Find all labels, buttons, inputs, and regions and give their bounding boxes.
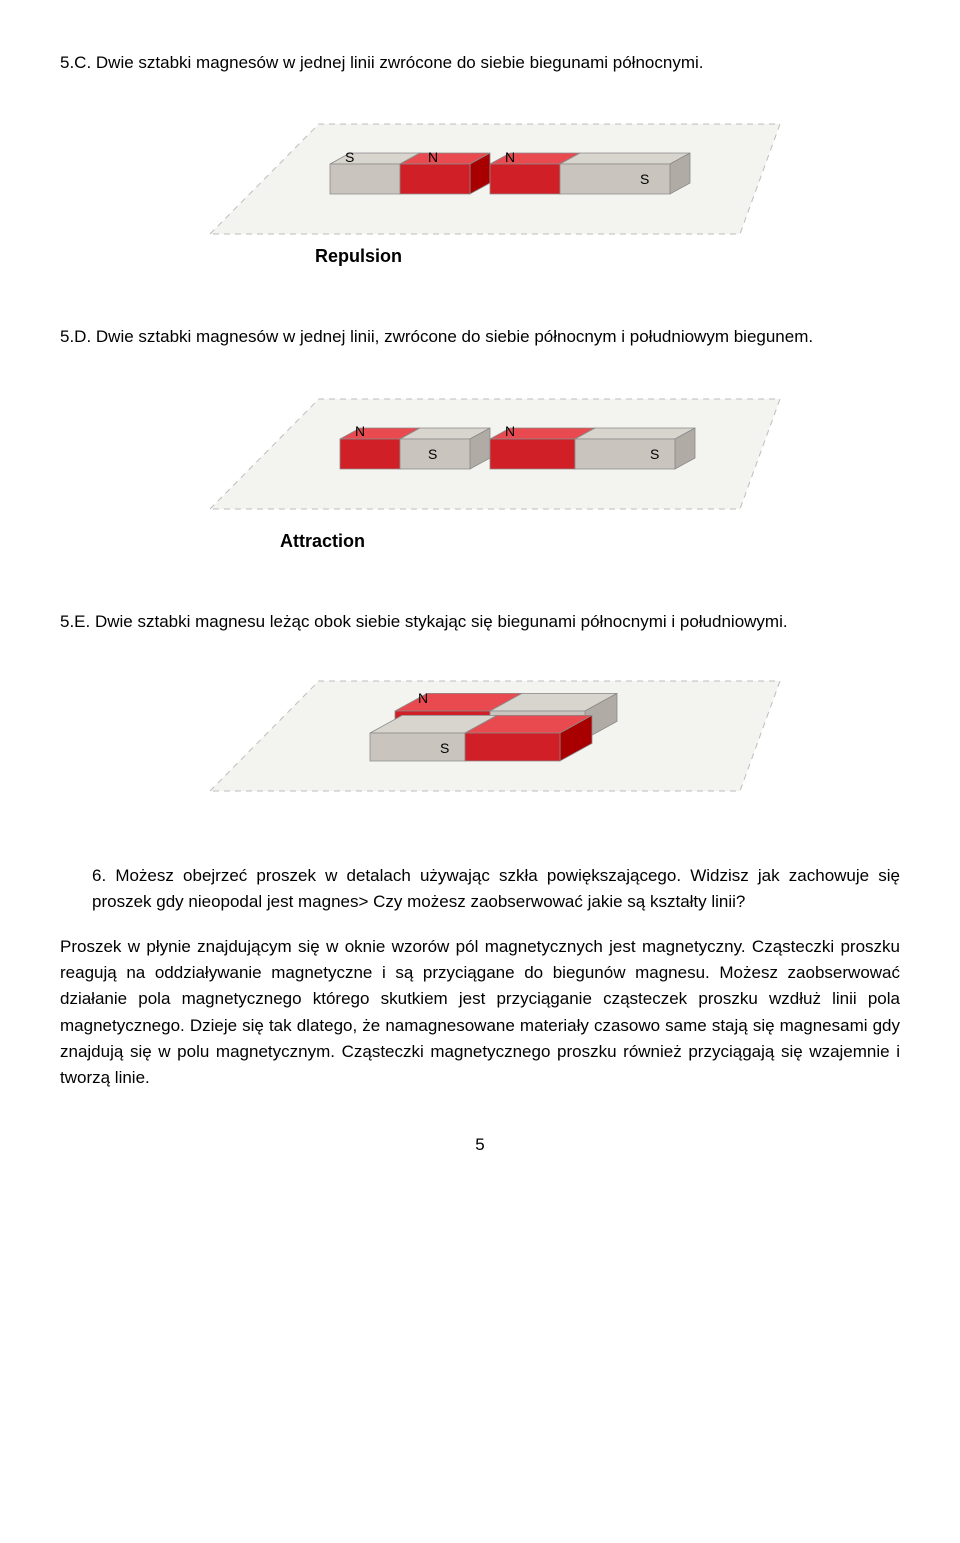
svg-text:S: S bbox=[650, 446, 659, 462]
svg-text:N: N bbox=[505, 149, 515, 165]
section-5c: 5.C. Dwie sztabki magnesów w jednej lini… bbox=[60, 50, 900, 76]
svg-text:Attraction: Attraction bbox=[280, 531, 365, 551]
svg-text:N: N bbox=[418, 690, 428, 706]
section-5e: 5.E. Dwie sztabki magnesu leżąc obok sie… bbox=[60, 609, 900, 635]
figure-side-by-side: NS bbox=[60, 653, 900, 833]
svg-text:N: N bbox=[428, 149, 438, 165]
svg-text:S: S bbox=[345, 149, 354, 165]
svg-text:N: N bbox=[355, 423, 365, 439]
section-5d: 5.D. Dwie sztabki magnesów w jednej lini… bbox=[60, 324, 900, 350]
svg-text:S: S bbox=[440, 740, 449, 756]
svg-text:S: S bbox=[428, 446, 437, 462]
svg-text:S: S bbox=[640, 171, 649, 187]
page-number: 5 bbox=[60, 1132, 900, 1158]
section-6: 6. Możesz obejrzeć proszek w detalach uż… bbox=[60, 863, 900, 916]
figure-attraction: N S N S Attraction bbox=[60, 369, 900, 579]
body-paragraph: Proszek w płynie znajdującym się w oknie… bbox=[60, 934, 900, 1092]
svg-text:N: N bbox=[505, 423, 515, 439]
svg-text:Repulsion: Repulsion bbox=[315, 246, 402, 266]
figure-repulsion: S N N S Repulsion bbox=[60, 94, 900, 294]
